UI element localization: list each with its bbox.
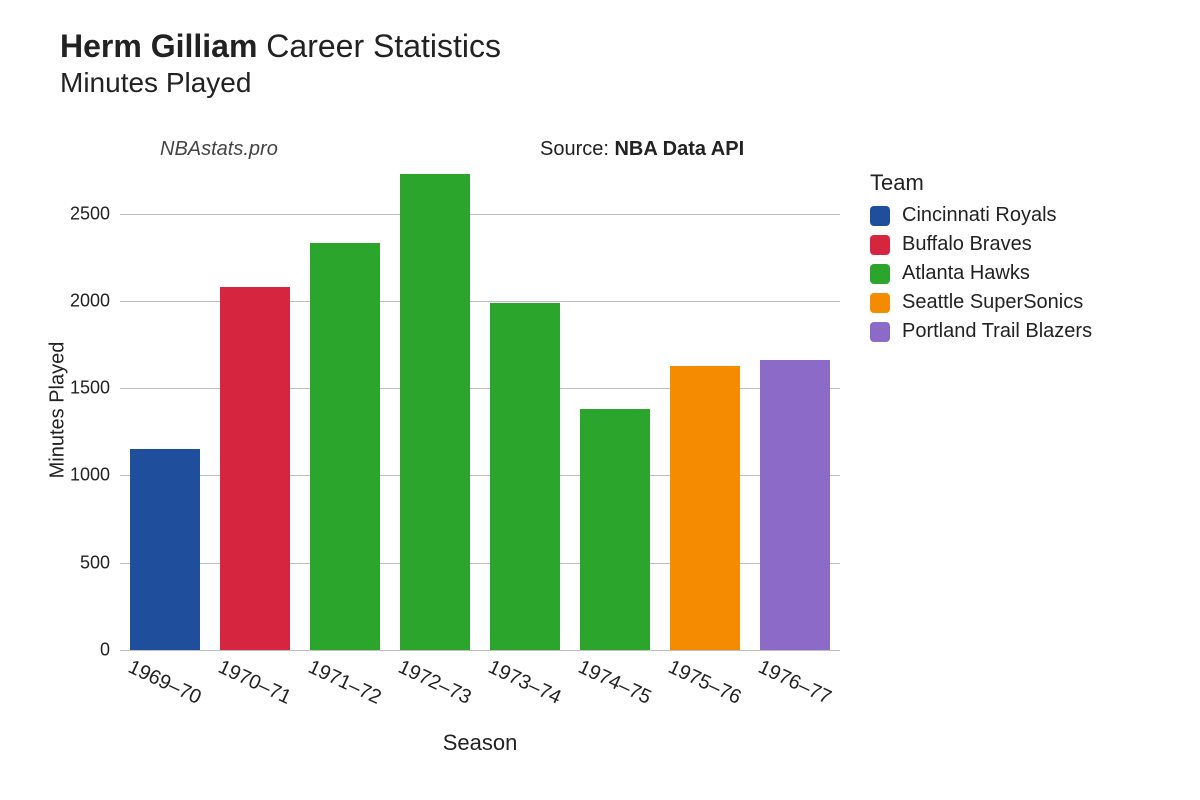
bar (490, 303, 560, 650)
legend-label: Atlanta Hawks (902, 262, 1030, 285)
legend-label: Portland Trail Blazers (902, 320, 1092, 343)
legend-title: Team (870, 170, 1092, 196)
gridline (120, 214, 840, 215)
watermark-text: NBAstats.pro (160, 138, 278, 161)
y-tick-label: 1000 (70, 465, 120, 486)
x-tick-label: 1970–71 (214, 656, 294, 710)
chart-title: Herm Gilliam Career Statistics (60, 28, 501, 65)
legend-label: Buffalo Braves (902, 233, 1032, 256)
x-tick-label: 1969–70 (124, 656, 204, 710)
y-tick-label: 0 (100, 640, 120, 661)
source-prefix: Source: (540, 138, 614, 160)
bar (220, 287, 290, 650)
y-tick-label: 500 (80, 552, 120, 573)
legend-item: Cincinnati Royals (870, 204, 1092, 227)
source-name: NBA Data API (614, 138, 744, 160)
x-tick-label: 1974–75 (574, 656, 654, 710)
bar (580, 409, 650, 650)
bar (760, 360, 830, 650)
legend-item: Portland Trail Blazers (870, 320, 1092, 343)
chart-plot-area: Minutes Played Season 050010001500200025… (120, 170, 840, 650)
x-tick-label: 1972–73 (394, 656, 474, 710)
x-tick-label: 1975–76 (664, 656, 744, 710)
legend-item: Atlanta Hawks (870, 262, 1092, 285)
y-tick-label: 2500 (70, 203, 120, 224)
x-axis-line (120, 650, 840, 651)
y-tick-label: 2000 (70, 290, 120, 311)
legend-swatch (870, 322, 890, 342)
x-tick-label: 1971–72 (304, 656, 384, 710)
legend-label: Cincinnati Royals (902, 204, 1057, 227)
chart-title-block: Herm Gilliam Career Statistics Minutes P… (60, 28, 501, 99)
chart-title-rest: Career Statistics (257, 28, 501, 64)
chart-title-bold: Herm Gilliam (60, 28, 257, 64)
y-tick-label: 1500 (70, 378, 120, 399)
chart-subtitle: Minutes Played (60, 67, 501, 99)
legend-label: Seattle SuperSonics (902, 291, 1083, 314)
legend-swatch (870, 235, 890, 255)
x-tick-label: 1973–74 (484, 656, 564, 710)
legend-item: Buffalo Braves (870, 233, 1092, 256)
source-attribution: Source: NBA Data API (540, 138, 744, 161)
legend-item: Seattle SuperSonics (870, 291, 1092, 314)
bar (310, 243, 380, 650)
legend-swatch (870, 206, 890, 226)
bar (130, 449, 200, 650)
bar (670, 366, 740, 651)
legend: Team Cincinnati Royals Buffalo Braves Atla… (870, 170, 1092, 349)
legend-swatch (870, 264, 890, 284)
x-axis-label: Season (443, 730, 518, 756)
y-axis-label: Minutes Played (47, 342, 70, 479)
bar (400, 174, 470, 651)
x-tick-label: 1976–77 (754, 656, 834, 710)
legend-swatch (870, 293, 890, 313)
